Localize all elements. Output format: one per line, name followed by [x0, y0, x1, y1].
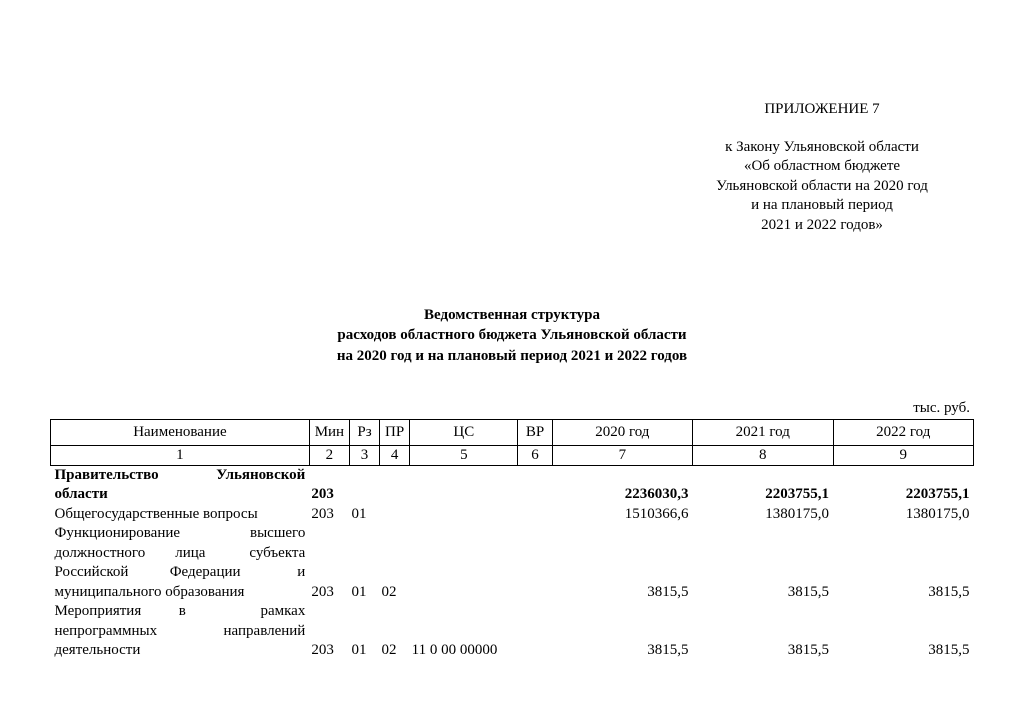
cell-name: Мероприятия в рамках: [51, 602, 310, 622]
text: Ульяновской: [216, 466, 305, 486]
table-colnum-row: 1 2 3 4 5 6 7 8 9: [51, 445, 974, 465]
text: высшего: [250, 524, 305, 544]
cell-pr: 02: [380, 641, 410, 661]
table-row: Общегосударственные вопросы 203 01 15103…: [51, 505, 974, 525]
law-ref-line: и на плановый период: [670, 196, 974, 216]
cell-name: Общегосударственные вопросы: [51, 505, 310, 525]
colnum: 6: [518, 445, 552, 465]
text: направлений: [224, 622, 306, 642]
cell-name: Российской Федерации и: [51, 563, 310, 583]
colnum: 4: [380, 445, 410, 465]
col-name: Наименование: [51, 419, 310, 445]
title-line: на 2020 год и на плановый период 2021 и …: [50, 346, 974, 366]
colnum: 8: [693, 445, 833, 465]
cell-name: области: [51, 485, 310, 505]
table-row: Функционирование высшего: [51, 524, 974, 544]
col-pr: ПР: [380, 419, 410, 445]
cell-name: Правительство Ульяновской: [51, 465, 310, 485]
cell-2021: 2203755,1: [693, 485, 833, 505]
cell-2020: 1510366,6: [552, 505, 692, 525]
col-min: Мин: [309, 419, 349, 445]
table-row: Правительство Ульяновской: [51, 465, 974, 485]
text: и: [297, 563, 305, 583]
cell-name: муниципального образования: [51, 583, 310, 603]
cell-name: должностного лица субъекта: [51, 544, 310, 564]
text: Федерации: [170, 564, 241, 580]
colnum: 9: [833, 445, 974, 465]
text: субъекта: [249, 544, 305, 564]
cell-rz: 01: [349, 641, 379, 661]
table-row: Мероприятия в рамках: [51, 602, 974, 622]
cell-2022: 2203755,1: [833, 485, 974, 505]
cell-rz: 01: [349, 505, 379, 525]
cell-min: 203: [309, 485, 349, 505]
text: рамках: [260, 602, 305, 622]
cell-2022: 3815,5: [833, 641, 974, 661]
cell-name: деятельности: [51, 641, 310, 661]
text: в: [179, 603, 186, 619]
table-row: должностного лица субъекта: [51, 544, 974, 564]
col-2020: 2020 год: [552, 419, 692, 445]
appendix-number: ПРИЛОЖЕНИЕ 7: [670, 100, 974, 120]
cell-min: 203: [309, 641, 349, 661]
colnum: 7: [552, 445, 692, 465]
cell-2020: 2236030,3: [552, 485, 692, 505]
law-ref-line: «Об областном бюджете: [670, 157, 974, 177]
cell-pr: 02: [380, 583, 410, 603]
law-ref-line: 2021 и 2022 годов»: [670, 216, 974, 236]
col-vr: ВР: [518, 419, 552, 445]
table-row: области 203 2236030,3 2203755,1 2203755,…: [51, 485, 974, 505]
table-header-row: Наименование Мин Рз ПР ЦС ВР 2020 год 20…: [51, 419, 974, 445]
text: Правительство: [55, 467, 159, 483]
document-header: ПРИЛОЖЕНИЕ 7 к Закону Ульяновской област…: [670, 100, 974, 235]
cell-min: 203: [309, 505, 349, 525]
colnum: 3: [349, 445, 379, 465]
unit-label: тыс. руб.: [50, 400, 974, 417]
colnum: 1: [51, 445, 310, 465]
col-2022: 2022 год: [833, 419, 974, 445]
text: Российской: [55, 564, 129, 580]
text: непрограммных: [55, 623, 158, 639]
cell-rz: 01: [349, 583, 379, 603]
cell-cs: 11 0 00 00000: [410, 641, 518, 661]
cell-name: непрограммных направлений: [51, 622, 310, 642]
table-row: деятельности 203 01 02 11 0 00 00000 381…: [51, 641, 974, 661]
table-row: Российской Федерации и: [51, 563, 974, 583]
table-row: муниципального образования 203 01 02 381…: [51, 583, 974, 603]
title-line: Ведомственная структура: [50, 305, 974, 325]
document-title: Ведомственная структура расходов областн…: [50, 305, 974, 366]
cell-2021: 1380175,0: [693, 505, 833, 525]
colnum: 2: [309, 445, 349, 465]
cell-2020: 3815,5: [552, 583, 692, 603]
cell-2020: 3815,5: [552, 641, 692, 661]
col-rz: Рз: [349, 419, 379, 445]
text: должностного: [55, 545, 146, 561]
cell-2022: 3815,5: [833, 583, 974, 603]
cell-2021: 3815,5: [693, 583, 833, 603]
text: Мероприятия: [55, 603, 142, 619]
table-row: непрограммных направлений: [51, 622, 974, 642]
col-2021: 2021 год: [693, 419, 833, 445]
col-cs: ЦС: [410, 419, 518, 445]
cell-2022: 1380175,0: [833, 505, 974, 525]
title-line: расходов областного бюджета Ульяновской …: [50, 325, 974, 345]
law-ref-line: Ульяновской области на 2020 год: [670, 177, 974, 197]
cell-name: Функционирование высшего: [51, 524, 310, 544]
text: Функционирование: [55, 525, 181, 541]
text: лица: [175, 545, 205, 561]
colnum: 5: [410, 445, 518, 465]
cell-2021: 3815,5: [693, 641, 833, 661]
cell-min: 203: [309, 583, 349, 603]
budget-table: Наименование Мин Рз ПР ЦС ВР 2020 год 20…: [50, 419, 974, 661]
law-ref-line: к Закону Ульяновской области: [670, 138, 974, 158]
